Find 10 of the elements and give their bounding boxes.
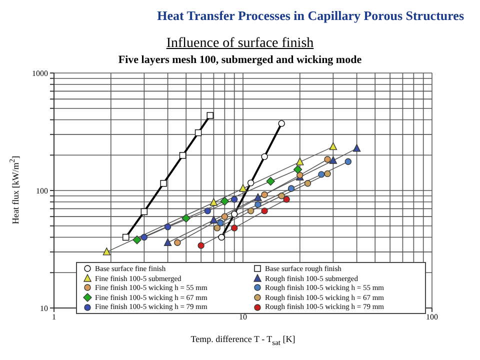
x-axis-title: Temp. difference T - T$_{sat}$ [K] bbox=[190, 334, 296, 347]
chart-subtitle: Five layers mesh 100, submerged and wicking mode bbox=[117, 54, 363, 66]
y-tick-label: 1000 bbox=[32, 68, 48, 78]
x-tick-label: 10 bbox=[239, 312, 247, 322]
chart-title: Influence of surface finish bbox=[165, 36, 315, 52]
text: Heat Transfer Processes in Capillary Porous Structures bbox=[157, 8, 464, 24]
y-tick-label: 10 bbox=[40, 304, 48, 313]
x-tick-label: 1 bbox=[52, 312, 56, 322]
x-tick-label: 100 bbox=[426, 312, 438, 322]
y-tick-label: 100 bbox=[36, 186, 48, 196]
